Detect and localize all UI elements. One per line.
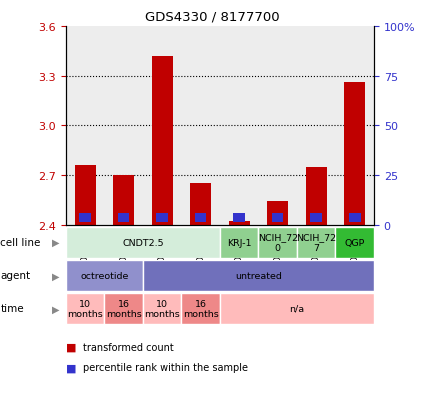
- Bar: [181, 27, 220, 225]
- Bar: [105, 293, 143, 324]
- Bar: [272, 214, 283, 223]
- Bar: [181, 293, 220, 324]
- Bar: [258, 227, 297, 258]
- Bar: [143, 27, 181, 225]
- Text: octreotide: octreotide: [80, 271, 129, 280]
- Text: agent: agent: [0, 271, 31, 281]
- Bar: [335, 227, 374, 258]
- Bar: [297, 27, 335, 225]
- Text: ▶: ▶: [51, 237, 59, 248]
- Text: 16
months: 16 months: [183, 299, 218, 318]
- Bar: [220, 293, 374, 324]
- Text: percentile rank within the sample: percentile rank within the sample: [83, 363, 248, 373]
- Bar: [66, 260, 143, 291]
- Bar: [190, 184, 211, 225]
- Bar: [156, 214, 168, 223]
- Text: NCIH_72
7: NCIH_72 7: [296, 233, 336, 252]
- Bar: [220, 227, 258, 258]
- Bar: [79, 214, 91, 223]
- Text: time: time: [0, 304, 24, 314]
- Text: ■: ■: [66, 363, 76, 373]
- Bar: [335, 27, 374, 225]
- Bar: [66, 293, 105, 324]
- Text: 16
months: 16 months: [106, 299, 142, 318]
- Bar: [66, 227, 220, 258]
- Bar: [220, 27, 258, 225]
- Text: n/a: n/a: [289, 304, 305, 313]
- Bar: [229, 222, 250, 225]
- Bar: [143, 293, 181, 324]
- Text: GDS4330 / 8177700: GDS4330 / 8177700: [145, 10, 280, 23]
- Bar: [233, 214, 245, 223]
- Bar: [118, 214, 130, 223]
- Bar: [195, 214, 207, 223]
- Bar: [306, 167, 327, 225]
- Bar: [349, 214, 360, 223]
- Text: 10
months: 10 months: [144, 299, 180, 318]
- Text: QGP: QGP: [345, 238, 365, 247]
- Bar: [74, 166, 96, 225]
- Bar: [113, 176, 134, 225]
- Text: transformed count: transformed count: [83, 342, 174, 352]
- Text: ▶: ▶: [51, 304, 59, 314]
- Bar: [143, 260, 374, 291]
- Text: ■: ■: [66, 342, 76, 352]
- Bar: [344, 83, 366, 225]
- Bar: [105, 27, 143, 225]
- Bar: [258, 27, 297, 225]
- Text: ▶: ▶: [51, 271, 59, 281]
- Text: cell line: cell line: [0, 237, 41, 248]
- Bar: [152, 57, 173, 225]
- Bar: [66, 27, 105, 225]
- Text: 10
months: 10 months: [67, 299, 103, 318]
- Text: KRJ-1: KRJ-1: [227, 238, 252, 247]
- Text: NCIH_72
0: NCIH_72 0: [258, 233, 298, 252]
- Bar: [297, 227, 335, 258]
- Text: untreated: untreated: [235, 271, 282, 280]
- Bar: [267, 202, 288, 225]
- Text: CNDT2.5: CNDT2.5: [122, 238, 164, 247]
- Bar: [310, 214, 322, 223]
